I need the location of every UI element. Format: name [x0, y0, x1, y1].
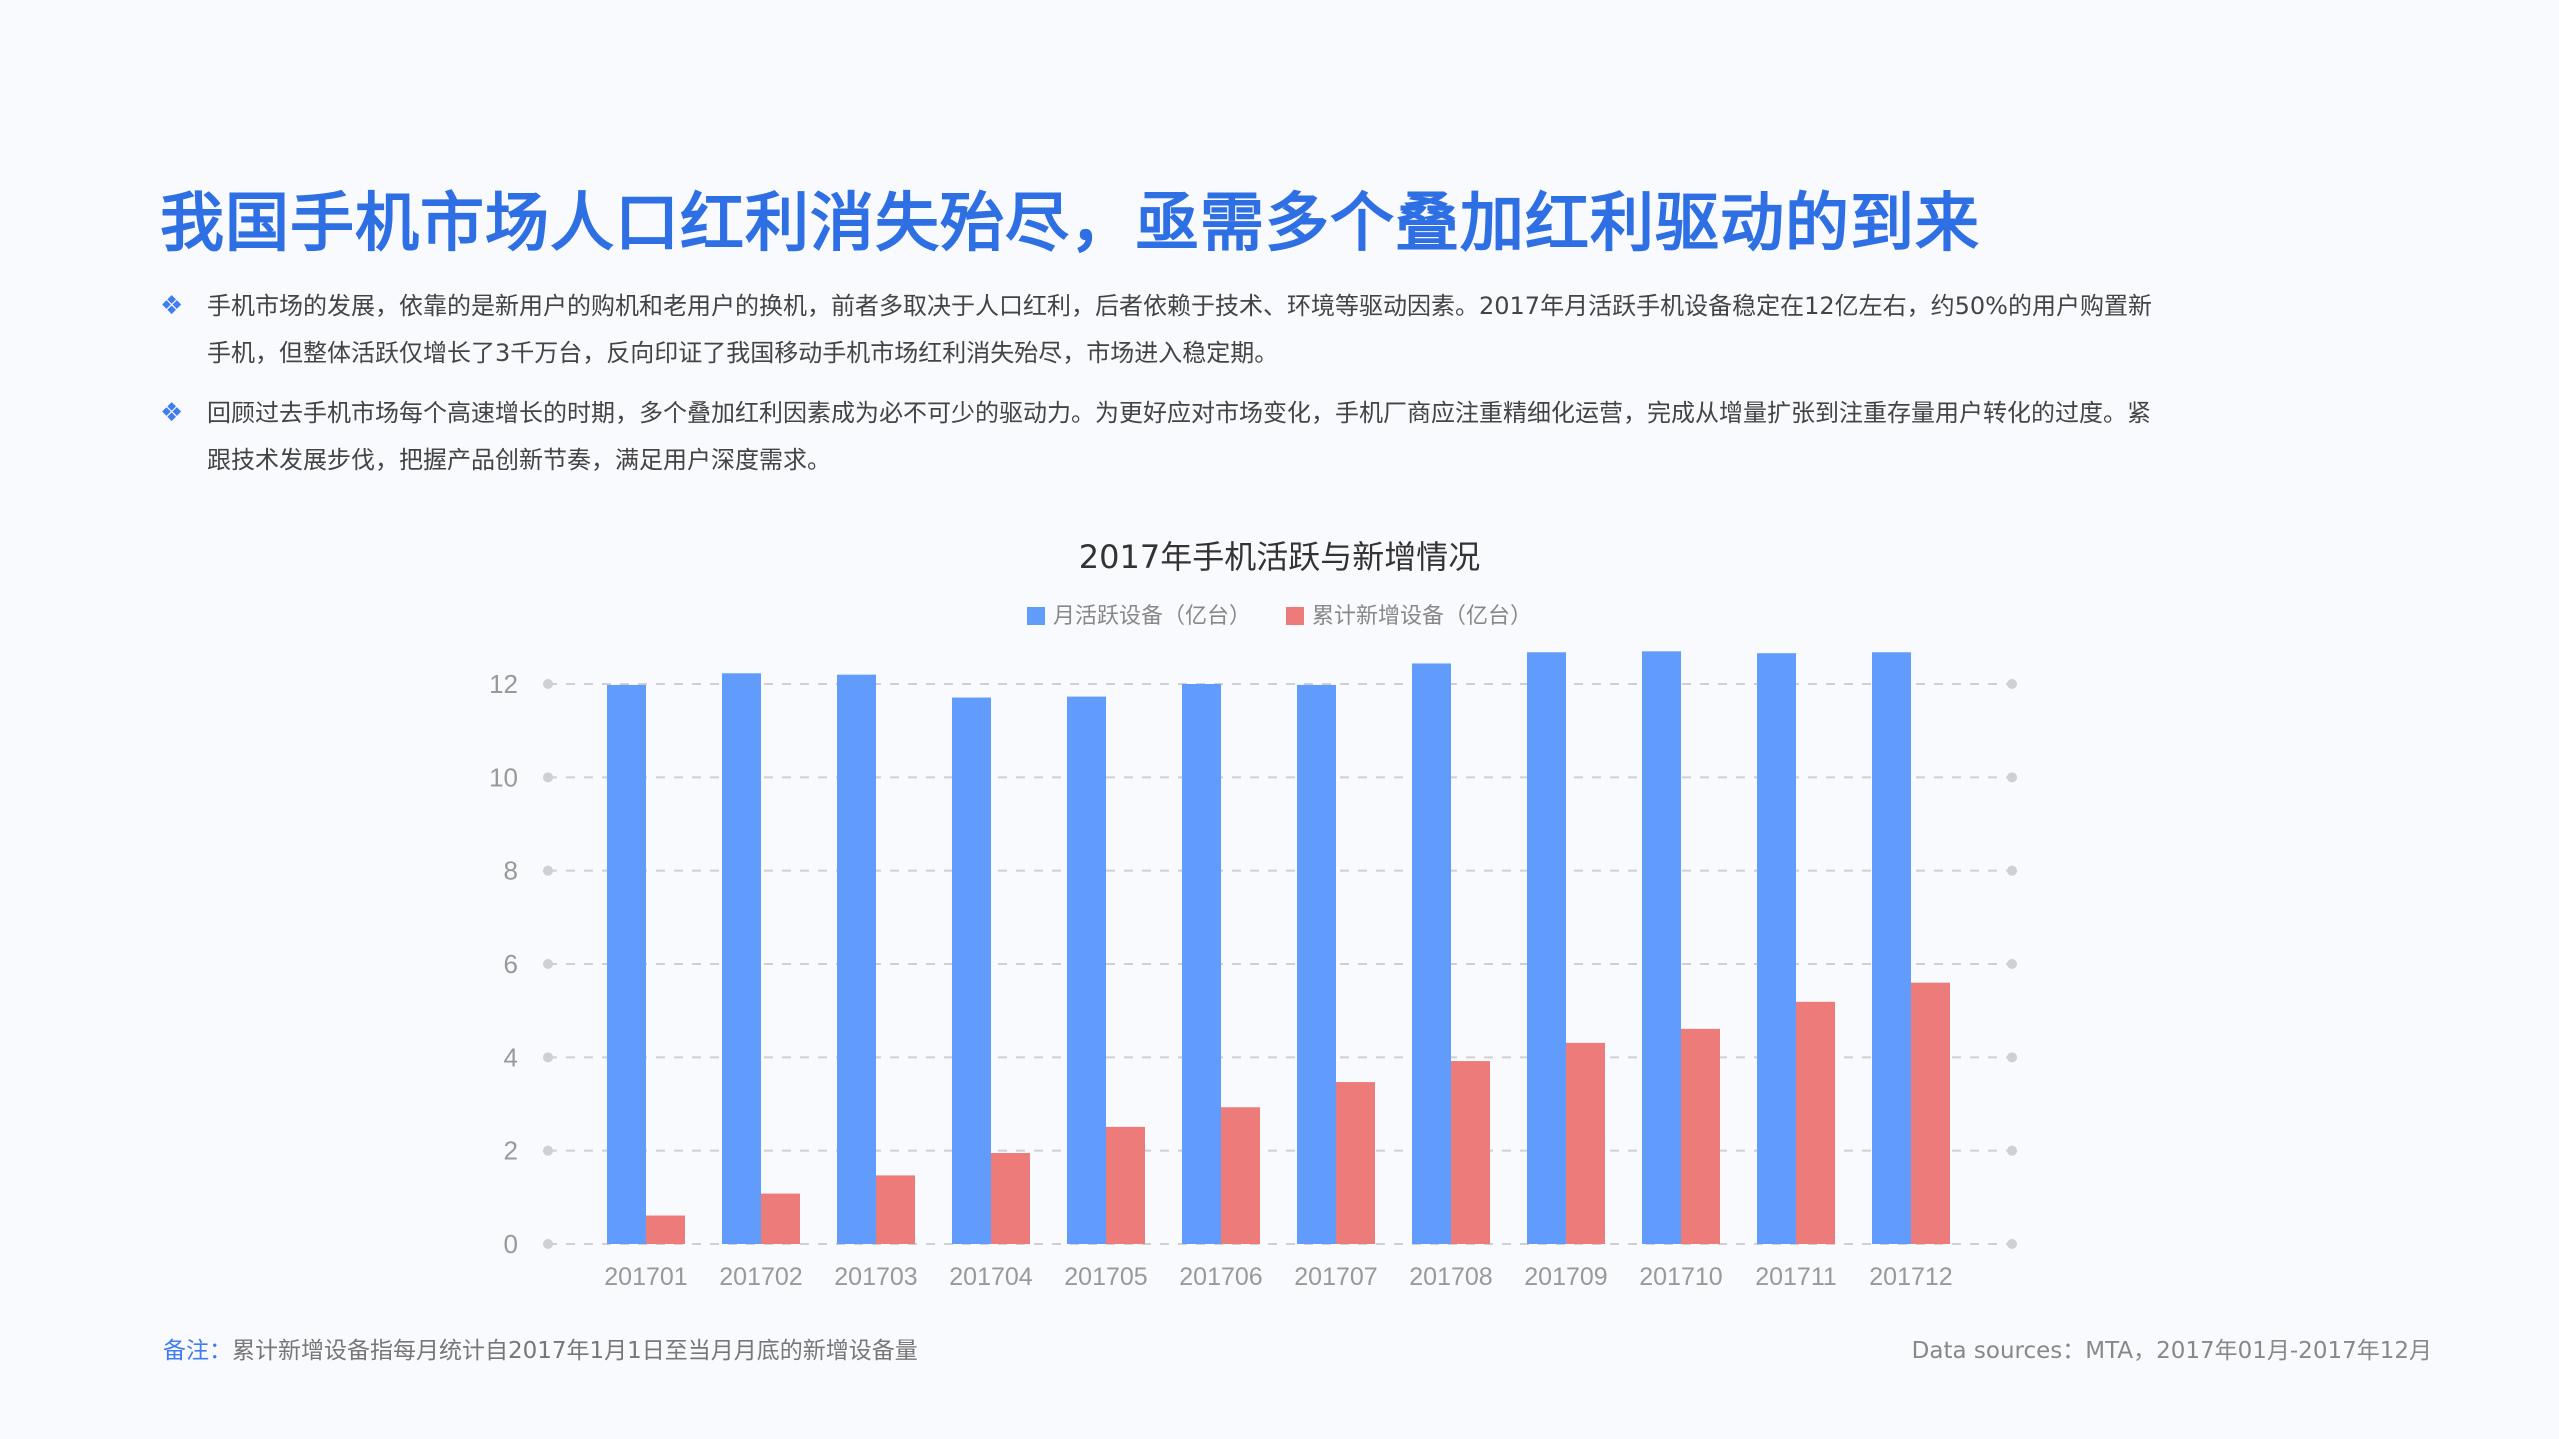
legend-swatch	[1286, 607, 1304, 625]
bar-monthly-active	[1872, 652, 1911, 1244]
grid-dot	[543, 959, 553, 969]
grid-dot	[2007, 772, 2017, 783]
bar-monthly-active	[952, 697, 991, 1244]
bar-cumulative-new	[1566, 1042, 1605, 1244]
footnote: 备注：累计新增设备指每月统计自2017年1月1日至当月月底的新增设备量	[163, 1331, 918, 1365]
grid-dot	[2007, 1145, 2017, 1156]
x-tick-label: 201705	[1064, 1263, 1147, 1291]
chart-legend: 月活跃设备（亿台） 累计新增设备（亿台）	[0, 598, 2559, 630]
x-tick-label: 201706	[1179, 1263, 1262, 1291]
grid-dot	[2007, 679, 2017, 689]
grid-dot	[2007, 865, 2017, 876]
y-tick-label: 12	[489, 669, 518, 699]
x-tick-label: 201702	[719, 1263, 802, 1291]
bar-cumulative-new	[1106, 1126, 1145, 1244]
bar-monthly-active	[607, 684, 646, 1244]
legend-item: 月活跃设备（亿台）	[1026, 598, 1251, 630]
x-tick-label: 201712	[1869, 1263, 1952, 1291]
diamond-bullet-icon: ❖	[160, 398, 184, 428]
y-tick-label: 0	[504, 1229, 518, 1259]
bar-cumulative-new	[646, 1215, 685, 1244]
bar-cumulative-new	[991, 1153, 1030, 1244]
footnote-text: 累计新增设备指每月统计自2017年1月1日至当月月底的新增设备量	[232, 1338, 918, 1364]
y-tick-label: 8	[504, 856, 518, 886]
bullet-text: 手机市场的发展，依靠的是新用户的购机和老用户的换机，前者多取决于人口红利，后者依…	[207, 292, 2152, 367]
bar-cumulative-new	[1911, 982, 1950, 1244]
bar-monthly-active	[1067, 696, 1106, 1244]
y-tick-label: 10	[489, 762, 518, 792]
chart-title: 2017年手机活跃与新增情况	[1078, 538, 1481, 576]
grid-dot	[543, 772, 553, 783]
bar-cumulative-new	[1336, 1082, 1375, 1244]
bar-monthly-active	[1757, 653, 1796, 1244]
bar-cumulative-new	[876, 1175, 915, 1244]
x-tick-label: 201707	[1294, 1263, 1377, 1291]
bar-monthly-active	[837, 674, 876, 1244]
grid-dot	[2007, 959, 2017, 969]
bullet-text: 回顾过去手机市场每个高速增长的时期，多个叠加红利因素成为必不可少的驱动力。为更好…	[207, 399, 2151, 474]
diamond-bullet-icon: ❖	[160, 291, 184, 321]
bar-cumulative-new	[1681, 1028, 1720, 1244]
bar-monthly-active	[1182, 684, 1221, 1244]
bar-cumulative-new	[1451, 1061, 1490, 1244]
bar-monthly-active	[1412, 663, 1451, 1244]
bar-monthly-active	[1297, 684, 1336, 1244]
page-title: 我国手机市场人口红利消失殆尽，亟需多个叠加红利驱动的到来	[160, 187, 1980, 261]
x-tick-label: 201710	[1639, 1263, 1722, 1291]
bar-cumulative-new	[1796, 1001, 1835, 1244]
x-tick-label: 201709	[1524, 1263, 1607, 1291]
grid-dot	[543, 1052, 553, 1063]
grid-dot	[2007, 1052, 2017, 1063]
y-tick-label: 2	[504, 1136, 518, 1166]
bar-monthly-active	[1527, 652, 1566, 1244]
bar-monthly-active	[1642, 651, 1681, 1244]
grid-dot	[543, 679, 553, 689]
data-source: Data sources：MTA，2017年01月-2017年12月	[1911, 1338, 2432, 1364]
bullet-paragraph: ❖ 手机市场的发展，依靠的是新用户的购机和老用户的换机，前者多取决于人口红利，后…	[160, 283, 2160, 377]
grid-dot	[2007, 1239, 2017, 1249]
legend-swatch	[1026, 607, 1045, 625]
bar-cumulative-new	[761, 1193, 800, 1244]
grid-dot	[543, 1239, 553, 1249]
legend-label: 月活跃设备（亿台）	[1052, 604, 1251, 629]
legend-item: 累计新增设备（亿台）	[1286, 598, 1532, 630]
x-tick-label: 201701	[604, 1263, 687, 1291]
legend-label: 累计新增设备（亿台）	[1312, 604, 1533, 629]
bar-monthly-active	[722, 673, 761, 1244]
y-tick-label: 4	[504, 1042, 518, 1072]
x-tick-label: 201708	[1409, 1263, 1492, 1291]
footnote-label: 备注：	[163, 1338, 232, 1364]
x-tick-label: 201703	[834, 1263, 917, 1291]
y-tick-label: 6	[504, 949, 518, 979]
grid-dot	[543, 865, 553, 876]
bar-cumulative-new	[1221, 1107, 1260, 1244]
x-tick-label: 201704	[949, 1263, 1033, 1291]
grid-dot	[543, 1145, 553, 1156]
bullet-paragraph: ❖ 回顾过去手机市场每个高速增长的时期，多个叠加红利因素成为必不可少的驱动力。为…	[160, 390, 2160, 484]
x-tick-label: 201711	[1755, 1263, 1837, 1291]
